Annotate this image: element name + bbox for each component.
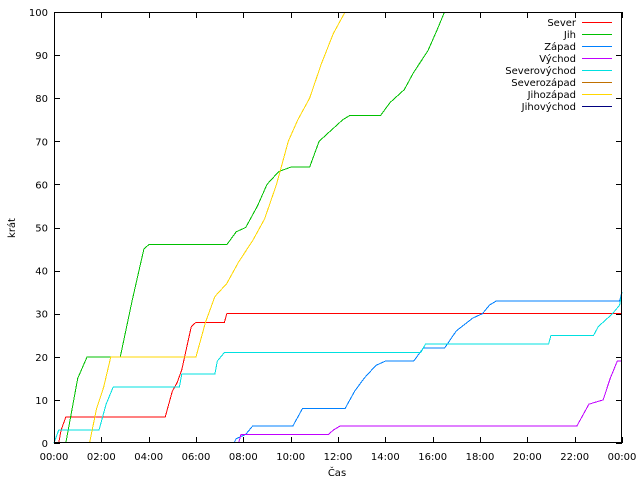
x-tick-label: 00:00 [608, 452, 637, 463]
x-tick-label: 10:00 [276, 452, 305, 463]
x-tick-label: 00:00 [40, 452, 69, 463]
series-line-východ [238, 360, 622, 444]
y-tick-label: 100 [29, 8, 48, 19]
y-tick-label: 80 [35, 94, 48, 105]
y-tick-label: 0 [42, 439, 48, 450]
legend-label: Severozápad [511, 77, 576, 89]
legend-label: Sever [547, 18, 577, 29]
x-tick-label: 06:00 [182, 452, 211, 463]
axes-group: 0 10 20 30 40 50 60 70 80 90 100 00:00 02:00 04:00 06:… [29, 8, 637, 463]
y-tick-label: 20 [35, 353, 48, 364]
x-tick-label: 08:00 [229, 452, 258, 463]
x-tick-label: 14:00 [371, 452, 400, 463]
legend-label: Jihovýchod [521, 101, 576, 113]
y-axis-label: krát [6, 218, 18, 238]
legend-label: Západ [544, 41, 576, 53]
x-tick-label: 22:00 [560, 452, 589, 463]
x-tick-label: 12:00 [324, 452, 353, 463]
y-tick-label: 70 [35, 137, 48, 148]
x-tick-label: 04:00 [134, 452, 163, 463]
legend-label: Východ [539, 53, 576, 65]
x-tick-label: 16:00 [418, 452, 447, 463]
x-tick-label: 02:00 [87, 452, 116, 463]
series-line-sever [58, 313, 622, 444]
series-group [53, 11, 623, 444]
series-line-jihozápad [89, 11, 346, 444]
legend-label: Severovýchod [505, 65, 576, 77]
series-line-severovýchod [53, 292, 623, 444]
legend-label: Jih [563, 30, 576, 41]
x-axis-label: Čas [328, 466, 346, 479]
y-tick-label: 60 [35, 180, 48, 191]
y-tick-label: 40 [35, 267, 48, 278]
y-tick-label: 50 [35, 224, 48, 235]
series-line-západ [233, 291, 623, 444]
y-tick-label: 30 [35, 310, 48, 321]
y-tick-label: 90 [35, 51, 48, 62]
x-tick-label: 18:00 [466, 452, 495, 463]
x-tick-label: 20:00 [513, 452, 542, 463]
legend: SeverJihZápadVýchodSeverovýchodSeverozáp… [505, 18, 612, 113]
legend-label: Jihozápad [527, 89, 576, 101]
series-line-jih [65, 11, 445, 444]
y-tick-label: 10 [35, 396, 48, 407]
